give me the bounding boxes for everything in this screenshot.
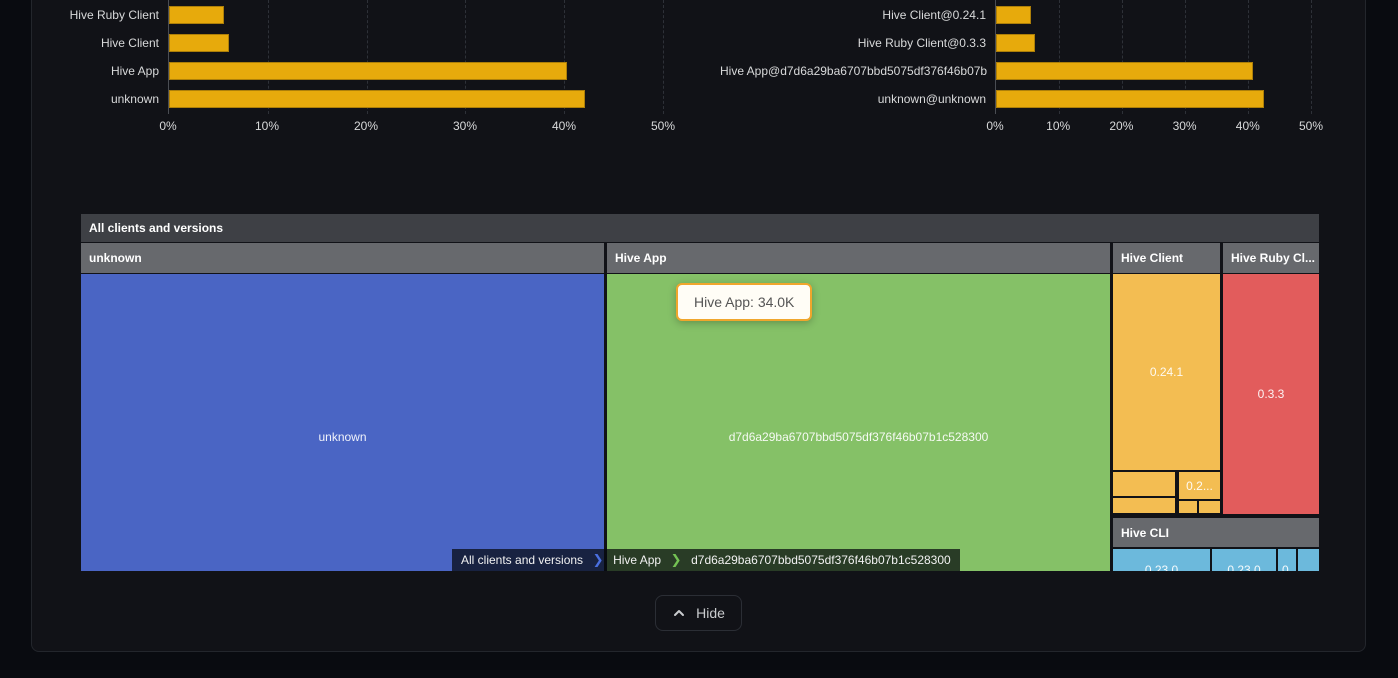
treemap-cell[interactable]: d7d6a29ba6707bbd5075df376f46b07b1c528300: [607, 274, 1110, 571]
bar-category-label: Hive App@d7d6a29ba6707bbd5075df376f46b07…: [720, 64, 988, 78]
bar[interactable]: [169, 62, 567, 80]
bar[interactable]: [169, 6, 225, 24]
treemap-cell[interactable]: [1113, 498, 1175, 513]
bar-row: Hive App: [46, 62, 663, 80]
x-axis: 0% 10% 20% 30% 40% 50%: [986, 114, 1323, 138]
x-tick-label: 50%: [650, 119, 676, 133]
treemap-tooltip: Hive App: 34.0K: [676, 283, 813, 321]
treemap-cell[interactable]: 0.3.3: [1223, 274, 1319, 514]
bar-row: Hive App@d7d6a29ba6707bbd5075df376f46b07…: [720, 62, 1311, 80]
bar-category-label: Hive App: [110, 64, 159, 78]
x-axis: 0% 10% 20% 30% 40% 50%: [159, 114, 675, 138]
footer-row: Hide: [32, 595, 1365, 631]
bar-row: Hive Client@0.24.1: [720, 6, 1311, 24]
x-tick-label: 30%: [452, 119, 478, 133]
bar[interactable]: [996, 34, 1036, 52]
bar[interactable]: [996, 90, 1264, 108]
gridline: [465, 0, 467, 114]
x-tick-label: 40%: [1235, 119, 1260, 133]
treemap-cell[interactable]: [1199, 501, 1220, 513]
hide-button[interactable]: Hide: [655, 595, 742, 631]
bar-category-label: Hive Client@0.24.1: [882, 8, 986, 22]
x-tick-label: 0%: [986, 119, 1004, 133]
treemap-section-header[interactable]: unknown: [81, 243, 604, 273]
bar-category-label: unknown@unknown: [877, 92, 986, 106]
x-tick-label: 20%: [353, 119, 379, 133]
treemap-section-header[interactable]: Hive Client: [1113, 243, 1220, 273]
gridline: [267, 0, 269, 114]
treemap-section-header[interactable]: Hive App: [607, 243, 1110, 273]
bar-track: [995, 62, 1311, 80]
chart-grid: [995, 0, 1312, 114]
bar-category-label: Hive Ruby Client: [69, 8, 159, 22]
chart-grid: [168, 0, 664, 114]
x-tick-label: 10%: [1046, 119, 1071, 133]
treemap-section-header[interactable]: Hive CLI: [1113, 518, 1319, 547]
bar-track: [168, 34, 663, 52]
treemap-cell[interactable]: 0.: [1278, 549, 1296, 571]
bar-row: Hive Ruby Client@0.3.3: [720, 34, 1311, 52]
x-tick-label: 40%: [551, 119, 577, 133]
treemap-cell[interactable]: [1113, 472, 1175, 496]
breadcrumb-item[interactable]: d7d6a29ba6707bbd5075df376f46b07b1c528300: [691, 553, 951, 567]
breadcrumb-chevron-icon: ❯: [670, 552, 682, 567]
bar-row: unknown: [46, 90, 663, 108]
x-tick-label: 30%: [1172, 119, 1197, 133]
bar-category-label: Hive Client: [100, 36, 159, 50]
bar-charts-row: Hive Ruby Client Hive Client Hive App unkno…: [32, 0, 1365, 140]
treemap-cell[interactable]: 0.2...: [1179, 472, 1220, 499]
breadcrumb-item[interactable]: Hive App: [613, 553, 662, 567]
treemap-cell[interactable]: [1298, 549, 1319, 571]
bar-track: [168, 6, 663, 24]
treemap-section-header[interactable]: Hive Ruby Cl...: [1223, 243, 1319, 273]
gridline: [366, 0, 368, 114]
bar-category-label: unknown: [110, 92, 159, 106]
hide-button-label: Hide: [696, 605, 725, 621]
x-tick-label: 50%: [1298, 119, 1324, 133]
bar-track: [995, 34, 1311, 52]
treemap-breadcrumb: All clients and versions ❯ Hive App ❯ d7d6a2…: [452, 549, 960, 571]
x-tick-label: 0%: [159, 119, 177, 133]
gridline: [564, 0, 566, 114]
treemap-cell[interactable]: unknown: [81, 274, 604, 571]
gridline: [1185, 0, 1186, 114]
gridline: [1059, 0, 1060, 114]
bar-track: [995, 6, 1311, 24]
bar[interactable]: [169, 90, 585, 108]
clients-treemap: All clients and versions unknown unknown H…: [81, 214, 1319, 571]
dashboard-panel: Hive Ruby Client Hive Client Hive App unkno…: [31, 0, 1366, 652]
bar-row: Hive Ruby Client: [46, 6, 663, 24]
x-tick-label: 10%: [254, 119, 280, 133]
bar-track: [168, 90, 663, 108]
bar-row: Hive Client: [46, 34, 663, 52]
treemap-cell[interactable]: 0.24.1: [1113, 274, 1220, 470]
breadcrumb-item[interactable]: All clients and versions: [461, 553, 584, 567]
treemap-cell[interactable]: [1179, 501, 1197, 513]
bar[interactable]: [996, 62, 1254, 80]
chevron-up-icon: [672, 606, 686, 620]
treemap-cell[interactable]: 0.23.0: [1113, 549, 1210, 571]
clients-bar-chart: Hive Ruby Client Hive Client Hive App unkno…: [46, 0, 675, 140]
gridline: [1311, 0, 1312, 114]
gridline: [663, 0, 664, 114]
bar-category-label: Hive Ruby Client@0.3.3: [857, 36, 986, 50]
x-tick-label: 20%: [1109, 119, 1134, 133]
gridline: [1122, 0, 1123, 114]
client-versions-bar-chart: Hive Client@0.24.1 Hive Ruby Client@0.3.3…: [720, 0, 1323, 140]
breadcrumb-chevron-icon: ❯: [592, 552, 604, 567]
gridline: [1248, 0, 1249, 114]
bar[interactable]: [996, 6, 1031, 24]
bar-track: [168, 62, 663, 80]
bar-row: unknown@unknown: [720, 90, 1311, 108]
treemap-cell[interactable]: 0.23.0: [1212, 549, 1276, 571]
treemap-root-header[interactable]: All clients and versions: [81, 214, 1319, 242]
bar-track: [995, 90, 1311, 108]
bar[interactable]: [169, 34, 230, 52]
